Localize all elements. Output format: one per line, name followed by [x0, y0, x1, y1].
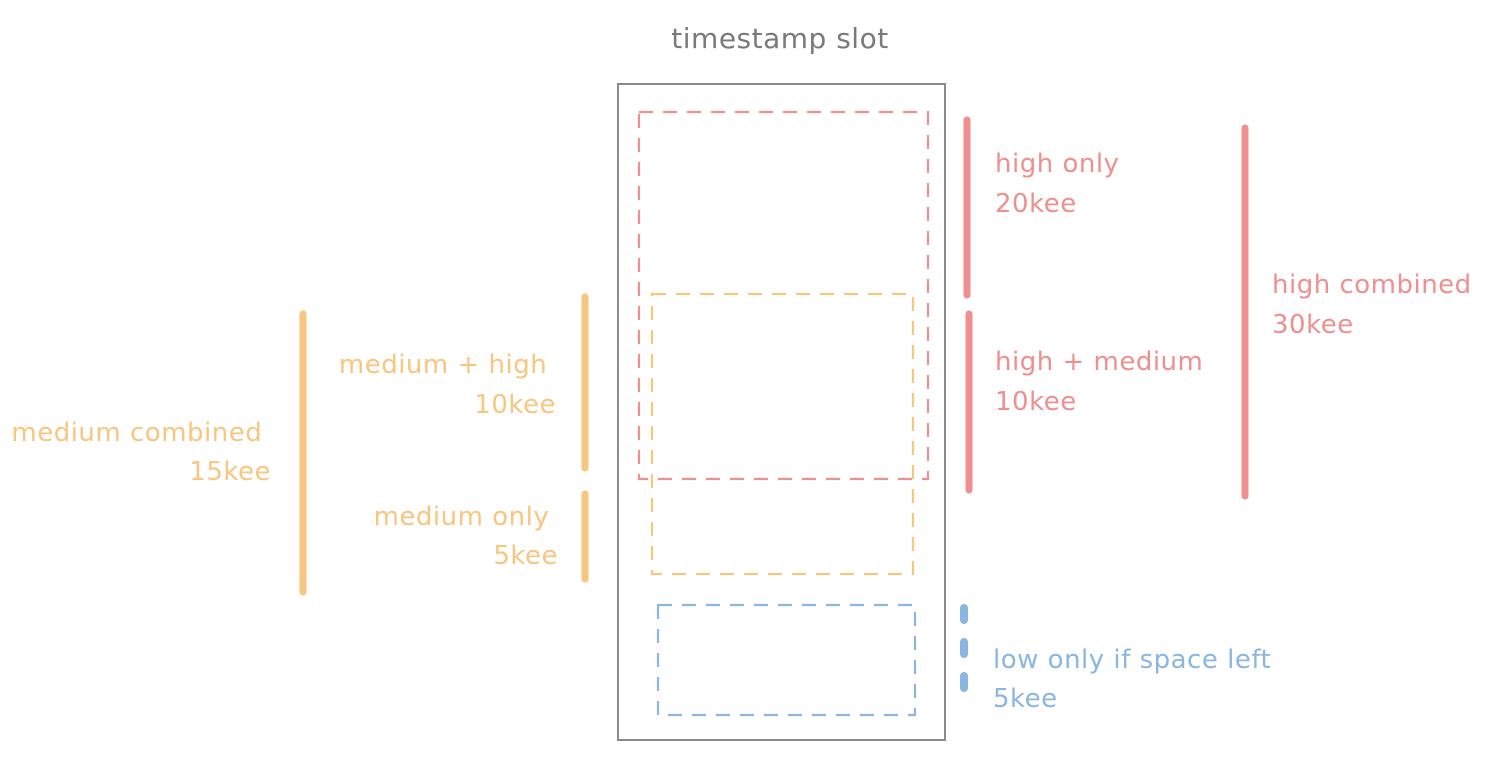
diagram-title: timestamp slot [671, 22, 888, 55]
high-medium-label: high + medium 10kee [995, 347, 1212, 417]
medium-only-label-line1: medium only [374, 502, 550, 532]
medium-region-box [650, 292, 915, 576]
medium-combined-label: medium combined 15kee [11, 418, 271, 487]
high-only-label: high only 20kee [995, 149, 1128, 219]
high-only-label-line2: 20kee [995, 189, 1077, 219]
high-combined-label: high combined 30kee [1272, 270, 1480, 340]
high-combined-label-line1: high combined [1272, 270, 1472, 300]
high-combined-label-line2: 30kee [1272, 310, 1354, 340]
low-region-box [656, 603, 917, 717]
high-region-box [637, 110, 930, 481]
medium-only-label: medium only 5kee [374, 502, 558, 571]
medium-combined-label-line1: medium combined [11, 418, 262, 448]
medium-high-label-line2: 10kee [474, 390, 556, 420]
low-only-label: low only if space left 5kee [993, 645, 1280, 714]
low-only-label-line1: low only if space left [993, 645, 1271, 675]
medium-high-label-line1: medium + high [339, 350, 547, 380]
high-only-label-line1: high only [995, 149, 1119, 179]
timestamp-slot-box [617, 83, 946, 741]
low-only-label-line2: 5kee [993, 684, 1058, 714]
medium-high-label: medium + high 10kee [339, 350, 556, 420]
medium-combined-label-line2: 15kee [189, 457, 271, 487]
medium-only-label-line2: 5kee [493, 541, 558, 571]
high-medium-label-line2: 10kee [995, 387, 1077, 417]
high-medium-label-line1: high + medium [995, 347, 1203, 377]
